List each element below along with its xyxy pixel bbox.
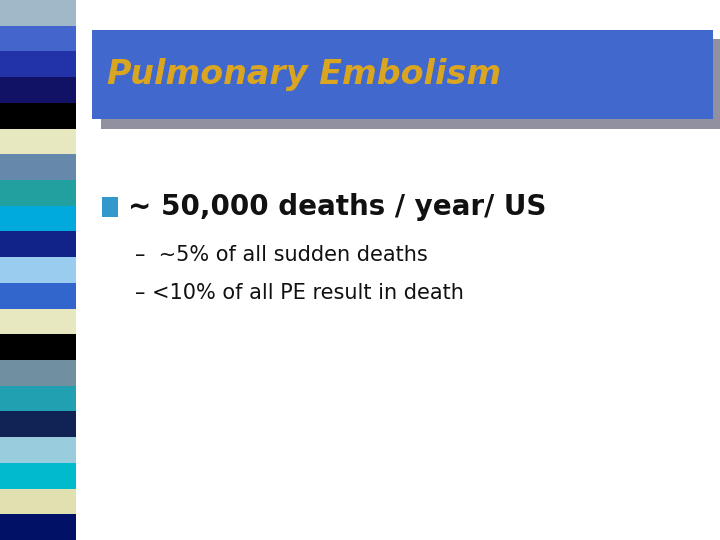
FancyBboxPatch shape — [0, 180, 76, 206]
Text: – <10% of all PE result in death: – <10% of all PE result in death — [135, 282, 464, 303]
FancyBboxPatch shape — [102, 197, 118, 217]
FancyBboxPatch shape — [0, 308, 76, 334]
FancyBboxPatch shape — [0, 411, 76, 437]
FancyBboxPatch shape — [0, 386, 76, 411]
FancyBboxPatch shape — [0, 283, 76, 308]
FancyBboxPatch shape — [0, 154, 76, 180]
Text: –  ~5% of all sudden deaths: – ~5% of all sudden deaths — [135, 245, 428, 265]
FancyBboxPatch shape — [0, 0, 76, 26]
FancyBboxPatch shape — [0, 129, 76, 154]
Text: Pulmonary Embolism: Pulmonary Embolism — [107, 58, 500, 91]
FancyBboxPatch shape — [0, 206, 76, 232]
FancyBboxPatch shape — [0, 51, 76, 77]
FancyBboxPatch shape — [0, 232, 76, 257]
Text: ~ 50,000 deaths / year/ US: ~ 50,000 deaths / year/ US — [128, 193, 546, 221]
FancyBboxPatch shape — [92, 30, 713, 119]
FancyBboxPatch shape — [0, 103, 76, 129]
FancyBboxPatch shape — [0, 360, 76, 386]
FancyBboxPatch shape — [0, 26, 76, 51]
FancyBboxPatch shape — [0, 334, 76, 360]
FancyBboxPatch shape — [0, 514, 76, 540]
FancyBboxPatch shape — [0, 257, 76, 283]
FancyBboxPatch shape — [0, 77, 76, 103]
FancyBboxPatch shape — [0, 463, 76, 489]
FancyBboxPatch shape — [0, 489, 76, 514]
FancyBboxPatch shape — [0, 437, 76, 463]
FancyBboxPatch shape — [101, 39, 720, 129]
